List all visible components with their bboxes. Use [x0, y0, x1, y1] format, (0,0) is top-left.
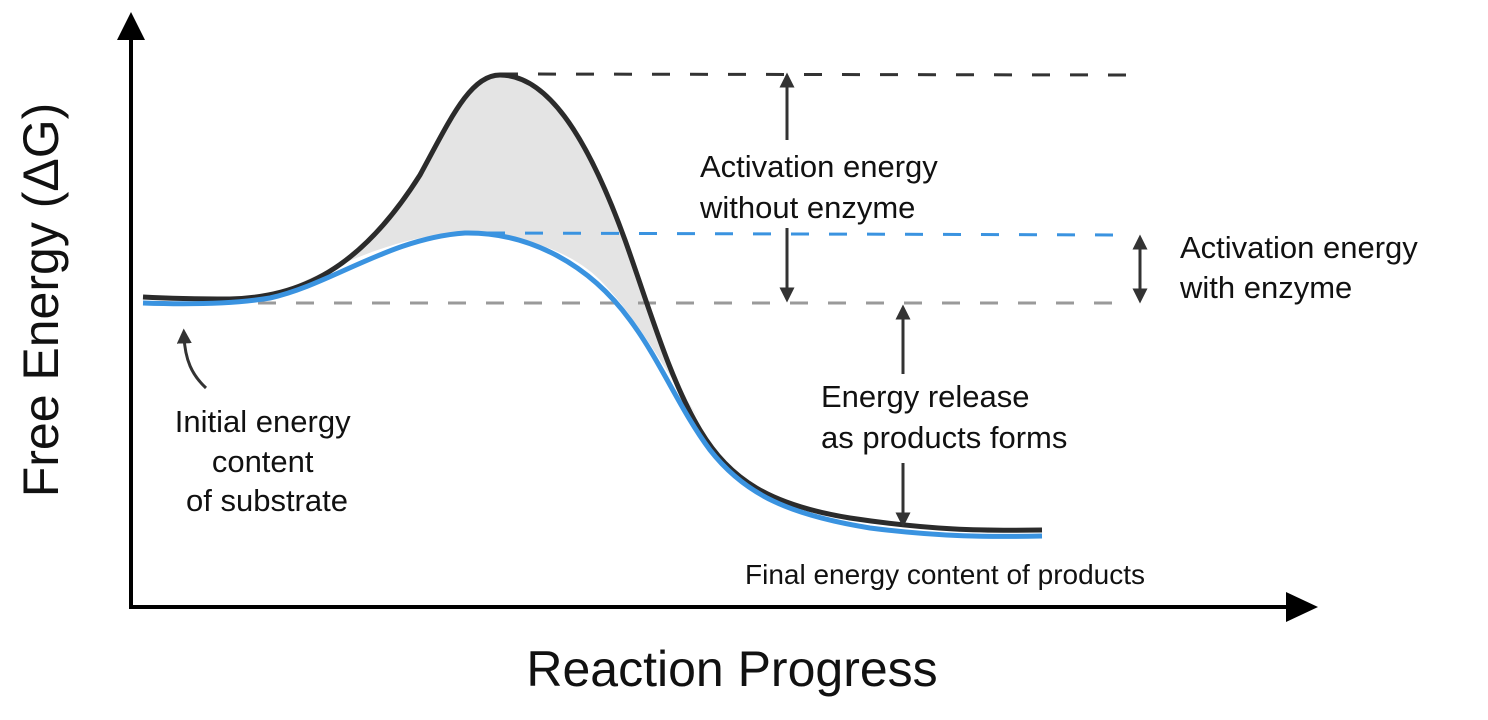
peak-with-enzyme-line	[486, 231, 1129, 237]
activation-difference-region	[230, 75, 700, 420]
final-energy-label: Final energy content of products	[745, 559, 1145, 590]
curve-with-enzyme	[142, 230, 1043, 539]
x-axis-arrow-icon	[1286, 592, 1318, 622]
y-axis-title: Free Energy (ΔG)	[13, 103, 69, 498]
energy-release-label: Energy release as products forms	[821, 379, 1067, 455]
activation-without-label: Activation energy without enzyme	[699, 149, 946, 225]
x-axis-title: Reaction Progress	[526, 641, 937, 697]
initial-energy-label: Initial energy content of substrate	[175, 404, 359, 518]
y-axis-arrow-icon	[117, 12, 145, 40]
activation-with-label: Activation energy with enzyme	[1179, 230, 1426, 305]
curve-without-enzyme	[142, 72, 1043, 533]
initial-energy-arrow	[176, 328, 208, 390]
peak-without-enzyme-line	[499, 72, 1129, 77]
